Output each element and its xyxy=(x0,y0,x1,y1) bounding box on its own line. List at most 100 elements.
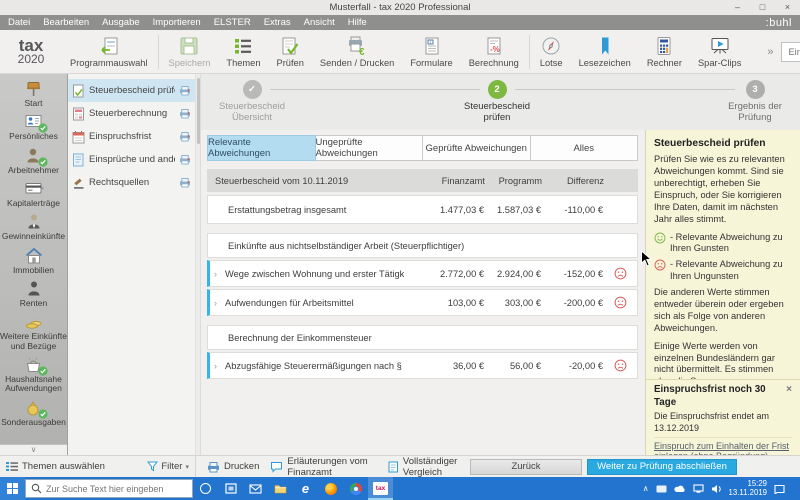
sidebar-item-persoenliches[interactable]: Persönliches xyxy=(0,112,67,141)
cloud-icon[interactable] xyxy=(673,485,686,493)
toolbar-overflow-chevron[interactable]: » xyxy=(767,45,774,58)
summary-row[interactable]: Erstattungsbetrag insgesamt 1.477,03 € 1… xyxy=(207,195,638,224)
tab-relevante-abweichungen[interactable]: Relevante Abweichungen xyxy=(207,135,316,161)
topic-einspruchsfrist[interactable]: Einspruchsfrist xyxy=(68,125,195,148)
sidebar-item-sonderausgaben[interactable]: Sonderausgaben xyxy=(0,398,67,427)
taskbar-search-input[interactable] xyxy=(46,483,178,494)
sidebar-item-gewinneinkuenfte[interactable]: Gewinneinkünfte xyxy=(0,212,67,241)
print-topic-icon[interactable] xyxy=(179,108,191,119)
check-document-icon xyxy=(279,36,301,56)
maximize-button[interactable]: □ xyxy=(759,2,766,12)
rechner-button[interactable]: Rechner xyxy=(639,30,690,73)
tray-chevron-icon[interactable]: ∧ xyxy=(642,484,649,493)
menu-elster[interactable]: ELSTER xyxy=(213,17,251,28)
menu-extras[interactable]: Extras xyxy=(263,17,291,28)
filter-button[interactable]: Filter ▾ xyxy=(147,461,189,472)
businessman-icon xyxy=(24,212,44,231)
notification-icon[interactable] xyxy=(774,484,785,494)
topic-rechtsquellen[interactable]: Rechtsquellen xyxy=(68,171,195,194)
senden-drucken-button[interactable]: € Senden / Drucken xyxy=(312,30,402,73)
deviation-row[interactable]: › Wege zwischen Wohnung und erster Tätig… xyxy=(207,260,638,287)
task-view-button[interactable] xyxy=(218,477,243,500)
tab-alles[interactable]: Alles xyxy=(530,135,638,161)
step-1-uebersicht[interactable]: ✓ Steuerbescheid Übersicht xyxy=(192,80,312,124)
expand-chevron-icon[interactable]: › xyxy=(214,297,217,308)
file-explorer-button[interactable] xyxy=(268,477,293,500)
minimize-button[interactable]: – xyxy=(734,2,740,12)
menu-importieren[interactable]: Importieren xyxy=(152,17,201,28)
lotse-button[interactable]: Lotse xyxy=(532,30,571,73)
tab-gepruefte-abweichungen[interactable]: Geprüfte Abweichungen xyxy=(423,135,531,161)
print-topic-icon[interactable] xyxy=(179,85,191,96)
menu-datei[interactable]: Datei xyxy=(8,17,31,28)
lesezeichen-button[interactable]: Lesezeichen xyxy=(571,30,639,73)
menu-bearbeiten[interactable]: Bearbeiten xyxy=(43,17,90,28)
menu-ansicht[interactable]: Ansicht xyxy=(303,17,335,28)
step-3-ergebnis[interactable]: 3 Ergebnis der Prüfung xyxy=(695,80,800,124)
mail-button[interactable] xyxy=(243,477,268,500)
themen-auswaehlen-button[interactable]: Themen auswählen xyxy=(22,461,105,472)
id-card-check-icon xyxy=(24,112,48,133)
chrome-button[interactable] xyxy=(343,477,368,500)
scrollbar-thumb[interactable] xyxy=(197,78,200,144)
menu-ausgabe[interactable]: Ausgabe xyxy=(102,17,140,28)
funnel-icon xyxy=(147,461,159,472)
taskbar-clock[interactable]: 15:29 13.11.2019 xyxy=(728,478,767,497)
tray-app-icon[interactable] xyxy=(656,485,667,493)
sidebar-item-haushaltsnahe[interactable]: Haushaltsnahe Aufwendungen xyxy=(0,355,67,394)
print-topic-icon[interactable] xyxy=(179,177,191,188)
tax-app-button[interactable]: tax xyxy=(368,477,393,500)
toolbar: tax 2020 Programmauswahl Speichern Theme… xyxy=(0,30,800,74)
cortana-button[interactable] xyxy=(193,477,218,500)
programmauswahl-button[interactable]: Programmauswahl xyxy=(62,30,156,73)
topic-steuerberechnung[interactable]: Steuerberechnung xyxy=(68,102,195,125)
help-title: Steuerbescheid prüfen xyxy=(654,138,766,149)
berechnung-button[interactable]: -% Berechnung xyxy=(461,30,527,73)
weiter-button[interactable]: Weiter zu Prüfung abschließen xyxy=(587,458,737,475)
cortana-icon xyxy=(200,483,211,494)
zurueck-button[interactable]: Zurück xyxy=(470,458,582,475)
sidebar-item-immobilien[interactable]: Immobilien xyxy=(0,246,67,275)
print-topic-icon[interactable] xyxy=(179,154,191,165)
col-differenz: Differenz xyxy=(566,175,604,186)
tab-ungepruefte-abweichungen[interactable]: Ungeprüfte Abweichungen xyxy=(315,135,423,161)
vertical-scrollbar[interactable] xyxy=(195,74,201,455)
calculator-icon xyxy=(653,36,675,56)
taskbar-search[interactable] xyxy=(25,479,193,498)
erlaeuterungen-button[interactable]: Erläuterungen vom Finanzamt xyxy=(270,456,377,478)
themen-button[interactable]: Themen xyxy=(218,30,268,73)
sidebar-item-weitere-einkuenfte[interactable]: Weitere Einkünfte und Bezüge xyxy=(0,312,67,351)
programmauswahl-icon xyxy=(98,36,120,56)
close-icon[interactable]: × xyxy=(786,384,792,395)
sidebar-item-kapitalertraege[interactable]: Kapitalerträge xyxy=(0,179,67,208)
deviation-row[interactable]: › Aufwendungen für Arbeitsmittel 103,00 … xyxy=(207,289,638,316)
pruefen-button[interactable]: Prüfen xyxy=(269,30,312,73)
spar-clips-button[interactable]: Spar-Clips xyxy=(690,30,749,73)
firefox-button[interactable] xyxy=(318,477,343,500)
speichern-button[interactable]: Speichern xyxy=(161,30,219,73)
compare-document-icon xyxy=(388,461,399,473)
printer-icon xyxy=(207,461,220,473)
edge-button[interactable]: e xyxy=(293,477,318,500)
sidebar-item-arbeitnehmer[interactable]: Arbeitnehmer xyxy=(0,146,67,175)
step-2-pruefen[interactable]: 2 Steuerbescheid prüfen xyxy=(437,80,557,124)
expand-chevron-icon[interactable]: › xyxy=(214,360,217,371)
laundry-basket-check-icon xyxy=(24,355,48,376)
sidebar-item-start[interactable]: Start xyxy=(0,79,67,108)
expand-chevron-icon[interactable]: › xyxy=(214,268,217,279)
network-icon[interactable] xyxy=(692,484,704,493)
print-topic-icon[interactable] xyxy=(179,131,191,142)
sidebar-scroll-down[interactable]: ∨ xyxy=(0,444,67,455)
menu-hilfe[interactable]: Hilfe xyxy=(347,17,367,28)
vollstaendiger-vergleich-button[interactable]: Vollständiger Vergleich xyxy=(388,456,470,478)
formulare-button[interactable]: I Formulare xyxy=(402,30,460,73)
volume-icon[interactable] xyxy=(711,484,722,494)
topic-steuerbescheid-pruefen[interactable]: Steuerbescheid prüfen xyxy=(68,79,195,102)
close-button[interactable]: × xyxy=(784,2,791,12)
deviation-row[interactable]: › Abzugsfähige Steuerermäßigungen nach §… xyxy=(207,352,638,379)
drucken-button[interactable]: Drucken xyxy=(207,461,259,473)
toolbar-search-input[interactable] xyxy=(781,41,800,62)
topic-einsprueche[interactable]: Einsprüche und andere ... xyxy=(68,148,195,171)
start-button[interactable] xyxy=(0,477,25,500)
sidebar-item-renten[interactable]: Renten xyxy=(0,279,67,308)
